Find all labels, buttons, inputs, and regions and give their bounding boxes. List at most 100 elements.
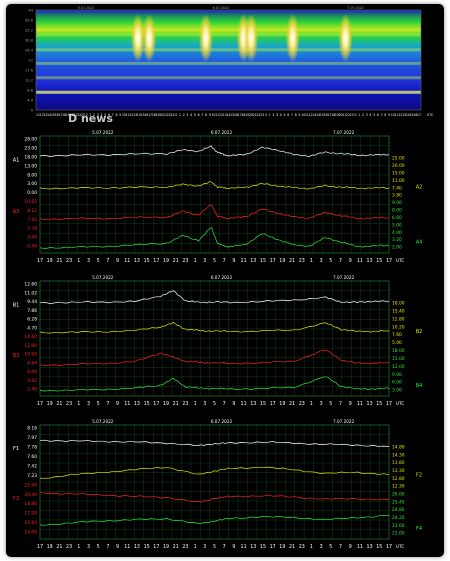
- spectrogram-x-tick: 15: [410, 113, 414, 117]
- spectrogram-x-tick: 10: [391, 113, 395, 117]
- series-label-right-green: B4: [416, 383, 423, 389]
- panel-F: 5.07.2022 6.07.2022 7.07.2022 8.16 7.97 7.78 7…: [13, 419, 422, 550]
- panel-x-tick: 21: [56, 544, 62, 550]
- panel-date: 5.07.2022: [92, 130, 114, 135]
- spectrogram-x-tick: 15: [141, 113, 145, 117]
- spectrogram-x-tick: 13: [312, 113, 316, 117]
- spectrogram-x-tick: 11: [395, 113, 399, 117]
- left-tick: 0.48: [27, 244, 37, 250]
- spectrogram-x-tick: 3: [366, 113, 368, 117]
- spectrogram-date: 6.07.2022: [213, 6, 229, 10]
- spectrogram-x-tick: 13: [133, 113, 137, 117]
- panel-x-tick: 3: [87, 401, 90, 407]
- left-tick: 3.00: [27, 181, 37, 187]
- panel-x-tick: 13: [367, 401, 373, 407]
- left-tick: 18.80: [24, 501, 37, 507]
- panel-x-tick: 7: [106, 401, 109, 407]
- spectrogram-x-tick: 15: [51, 113, 55, 117]
- right-tick: 18.00: [392, 348, 405, 354]
- spectrogram-x-tick: 9: [209, 113, 211, 117]
- panel-date: 5.07.2022: [92, 419, 114, 424]
- panel-x-tick: 1: [194, 544, 197, 550]
- spectrogram-x-tick: 10: [301, 113, 305, 117]
- left-tick: 12.60: [24, 282, 37, 288]
- series-line-B2: [39, 321, 389, 334]
- spectrogram-x-tick: 3: [97, 113, 99, 117]
- panel-x-tick: 23: [182, 544, 188, 550]
- spectrogram-x-tick: 16: [55, 113, 59, 117]
- right-tick: 3.00: [392, 388, 402, 394]
- right-tick: 9.00: [392, 200, 402, 206]
- panel-x-tick: 3: [320, 544, 323, 550]
- panel-x-tick: 1: [310, 401, 313, 407]
- left-tick: 12.60: [24, 343, 37, 349]
- panel-x-tick: 19: [47, 258, 53, 264]
- panel-x-tick: 5: [213, 258, 216, 264]
- left-tick: 15.60: [24, 520, 37, 526]
- left-tick: 9.44: [27, 299, 37, 305]
- panel-x-tick: 3: [203, 258, 206, 264]
- spectrogram-x-tick: 0: [265, 113, 267, 117]
- panel-x-tick: 13: [250, 544, 256, 550]
- series-label-left-red: A3: [13, 209, 20, 215]
- spectrogram-x-tick: 20: [70, 113, 74, 117]
- spectrogram-x-tick: 4: [280, 113, 282, 117]
- spectrogram-x-tick: 23: [260, 113, 264, 117]
- spectrogram-x-tick: 16: [234, 113, 238, 117]
- series-label-right: B2: [416, 329, 423, 335]
- panel-x-tick: 19: [47, 544, 53, 550]
- panel-x-tick: 13: [250, 258, 256, 264]
- spectrogram-x-tick: 10: [122, 113, 126, 117]
- series-line-B1: [39, 290, 390, 304]
- panel-x-tick: 5: [329, 401, 332, 407]
- spectrogram-x-tick: 1: [89, 113, 91, 117]
- spectrogram-x-tick: 0: [86, 113, 88, 117]
- right-tick: 12.80: [392, 316, 405, 322]
- panel-x-tick: 15: [260, 544, 266, 550]
- spectrogram-x-tick: 18: [152, 113, 156, 117]
- right-tick: 15.00: [392, 356, 405, 362]
- panel-x-tick: 19: [163, 544, 169, 550]
- left-tick: 6.28: [27, 317, 37, 323]
- spectrogram-x-tick: 22: [77, 113, 81, 117]
- spectrogram-x-tick: 13: [223, 113, 227, 117]
- series-label-right-green: F4: [416, 526, 422, 532]
- panel-x-tick: 21: [173, 258, 179, 264]
- right-tick: 15.40: [392, 309, 405, 315]
- panel-x-tick: 13: [367, 258, 373, 264]
- right-tick: 6.00: [392, 380, 402, 386]
- panel-x-tick: 13: [134, 544, 140, 550]
- left-tick: 8.12: [27, 208, 37, 214]
- panel-x-tick: 21: [173, 544, 179, 550]
- panel-x-tick: 3: [87, 258, 90, 264]
- panel-date: 6.07.2022: [211, 419, 233, 424]
- panel-x-tick: 19: [163, 258, 169, 264]
- spectrogram-peak: [198, 14, 213, 62]
- panel-x-tick: 5: [213, 401, 216, 407]
- spectrogram-x-tick: 14: [406, 113, 410, 117]
- spectrogram-x-tick: 0: [175, 113, 177, 117]
- spectrogram-x-tick: 2: [183, 113, 185, 117]
- right-tick: 12.00: [392, 364, 405, 370]
- panel-x-tick: 23: [299, 544, 305, 550]
- panel-x-tick: 9: [349, 401, 352, 407]
- spectrogram-x-tick: 5: [373, 113, 375, 117]
- panel-x-tick: 9: [116, 258, 119, 264]
- right-tick: 8.00: [392, 208, 402, 214]
- spectrogram-x-tick: 22: [346, 113, 350, 117]
- panel-date: 7.07.2022: [333, 275, 355, 280]
- panel-x-tick: 1: [310, 544, 313, 550]
- spectrogram-x-tick: 6: [198, 113, 200, 117]
- right-tick: 23.00: [392, 531, 405, 537]
- right-tick: 26.00: [392, 492, 405, 498]
- series-label-left-red: B3: [13, 353, 20, 359]
- series-label-right-green: A4: [416, 240, 423, 246]
- spectrogram-x-tick: 3: [276, 113, 278, 117]
- panel-x-tick: 15: [260, 258, 266, 264]
- panel-x-tick: 7: [339, 544, 342, 550]
- spectrogram-x-tick: 16: [324, 113, 328, 117]
- panel-x-tick: 17: [270, 258, 276, 264]
- spectrogram-x-tick: 17: [417, 113, 421, 117]
- spectrogram-x-tick: 23: [350, 113, 354, 117]
- panel-x-tick: 23: [66, 544, 72, 550]
